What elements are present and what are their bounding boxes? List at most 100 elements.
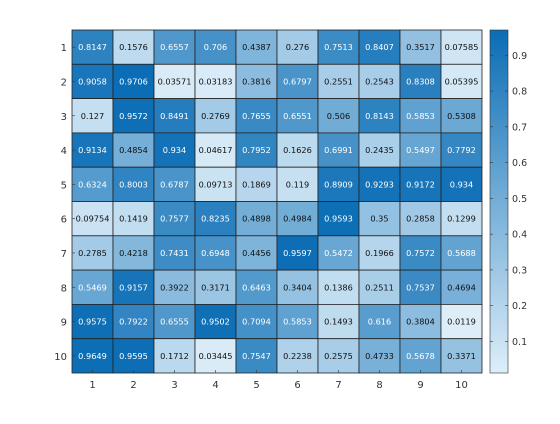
cell-value-label: 0.7655 — [242, 111, 271, 121]
heatmap-cell — [317, 235, 360, 271]
heatmap-cell — [153, 29, 196, 65]
colorbar-tick-label: 0.7 — [512, 122, 527, 133]
cell-value-label: 0.7572 — [406, 248, 435, 258]
cell-value-label: 0.4456 — [242, 248, 271, 258]
cell-value-label: 0.3804 — [406, 317, 435, 327]
cell-value-label: 0.7094 — [242, 317, 271, 327]
cell-value-label: 0.7537 — [406, 282, 435, 292]
cell-value-label: 0.7513 — [324, 42, 353, 52]
cell-value-label: 0.6551 — [283, 111, 312, 121]
heatmap-cell — [71, 132, 114, 168]
heatmap-cell — [440, 29, 483, 65]
heatmap-cell — [399, 201, 442, 237]
x-tick-label: 3 — [171, 380, 177, 391]
heatmap-cell — [358, 29, 401, 65]
cell-value-label: 0.9572 — [119, 111, 148, 121]
cell-value-label: 0.1712 — [160, 351, 189, 361]
cell-value-label: 0.2575 — [324, 351, 353, 361]
y-tick-label: 1 — [61, 43, 67, 54]
x-axis-ticks: 1 2 3 4 5 6 7 8 9 10 — [89, 370, 468, 391]
heatmap-cell — [153, 269, 196, 305]
heatmap-cell — [153, 201, 196, 237]
cell-value-label: 0.1576 — [119, 42, 148, 52]
heatmap-cell — [317, 269, 360, 305]
cell-value-label: 0.0119 — [447, 317, 476, 327]
cell-value-label: 0.05395 — [445, 76, 479, 86]
heatmap-cell — [317, 132, 360, 168]
heatmap-cell — [358, 235, 401, 271]
heatmap-cell — [276, 201, 319, 237]
colorbar-tick-label: 0.6 — [512, 158, 527, 169]
heatmap-cell — [194, 235, 237, 271]
heatmap-cell — [71, 98, 114, 134]
heatmap-cell — [153, 98, 196, 134]
cell-value-label: 0.5469 — [78, 282, 107, 292]
y-tick-label: 10 — [54, 352, 67, 363]
heatmap-cell — [276, 63, 319, 100]
heatmap-cell — [440, 63, 483, 100]
cell-value-label: 0.4984 — [283, 214, 312, 224]
heatmap-cell — [194, 63, 237, 100]
cell-value-label: 0.127 — [81, 111, 104, 121]
heatmap-cell — [440, 132, 483, 168]
colorbar-gradient — [489, 29, 509, 374]
cell-value-label: 0.7922 — [119, 317, 148, 327]
cell-value-label: 0.5853 — [283, 317, 312, 327]
cell-value-label: 0.8147 — [78, 42, 107, 52]
cell-value-label: 0.7431 — [160, 248, 189, 258]
y-axis-ticks: 1 2 3 4 5 6 7 8 9 10 — [54, 43, 75, 363]
cell-value-label: 0.1869 — [242, 179, 271, 189]
cell-value-label: 0.3922 — [160, 282, 189, 292]
x-tick-label: 10 — [455, 380, 468, 391]
cell-value-label: 0.9575 — [78, 317, 107, 327]
cell-value-label: 0.9649 — [78, 351, 107, 361]
cell-value-label: 0.2769 — [201, 111, 230, 121]
cell-value-label: 0.35 — [370, 214, 388, 224]
heatmap-cell — [440, 269, 483, 305]
heatmap-cell — [71, 29, 114, 65]
x-tick-label: 4 — [212, 380, 218, 391]
heatmap-cells — [71, 29, 483, 374]
cell-value-label: 0.8491 — [160, 111, 189, 121]
cell-value-label: 0.8308 — [406, 76, 435, 86]
cell-value-label: 0.8143 — [365, 111, 394, 121]
cell-value-label: 0.1419 — [119, 214, 148, 224]
colorbar-tick-label: 0.3 — [512, 265, 527, 276]
cell-value-label: 0.9293 — [365, 179, 394, 189]
cell-value-label: 0.9172 — [406, 179, 435, 189]
y-tick-label: 8 — [61, 283, 67, 294]
heatmap-cell — [276, 29, 319, 65]
heatmap-cell — [71, 201, 114, 237]
colorbar-tick-label: 0.5 — [512, 194, 527, 205]
heatmap-cell — [358, 63, 401, 100]
heatmap-cell — [399, 338, 442, 374]
heatmap-cell — [276, 338, 319, 374]
y-tick-label: 6 — [61, 215, 67, 226]
cell-value-label: 0.6557 — [160, 42, 189, 52]
cell-value-label: 0.6948 — [201, 248, 230, 258]
cell-value-label: 0.5678 — [406, 351, 435, 361]
cell-value-label: 0.2238 — [283, 351, 312, 361]
y-tick-label: 7 — [61, 249, 67, 260]
colorbar-tick-label: 0.2 — [512, 301, 527, 312]
x-tick-label: 8 — [376, 380, 382, 391]
cell-value-label: 0.8909 — [324, 179, 353, 189]
heatmap-cell — [235, 269, 278, 305]
cell-value-label: 0.2551 — [324, 76, 353, 86]
heatmap-cell — [112, 269, 155, 305]
x-tick-label: 1 — [89, 380, 95, 391]
heatmap-cell — [235, 166, 278, 202]
y-tick-label: 4 — [61, 146, 67, 157]
cell-value-label: 0.3404 — [283, 282, 312, 292]
heatmap-cell — [399, 132, 442, 168]
cell-value-label: 0.4387 — [242, 42, 271, 52]
heatmap-cell — [276, 235, 319, 271]
heatmap-cell — [71, 235, 114, 271]
cell-value-label: 0.4854 — [119, 145, 148, 155]
cell-value-label: 0.2511 — [365, 282, 394, 292]
x-tick-label: 9 — [417, 380, 423, 391]
cell-value-label: 0.9157 — [119, 282, 148, 292]
cell-value-label: 0.1493 — [324, 317, 353, 327]
